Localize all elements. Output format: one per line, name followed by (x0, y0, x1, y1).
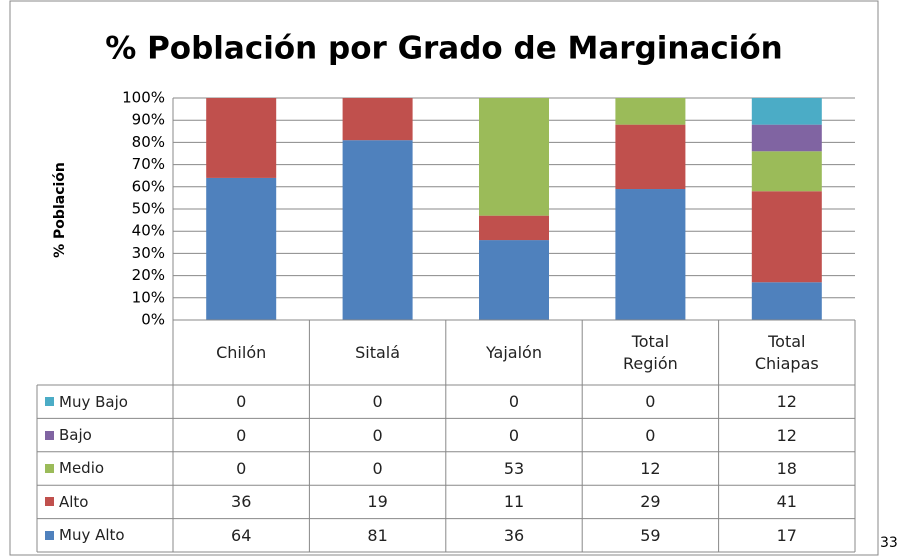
bar-segment (615, 98, 686, 125)
category-header: Total Región (582, 320, 718, 385)
legend-entry: Bajo (37, 418, 173, 451)
x-tick-label: Yajalón (485, 342, 542, 362)
table-value: 36 (231, 492, 252, 512)
table-value: 81 (367, 525, 388, 545)
bar-segment (342, 140, 413, 320)
y-tick-label: 10% (132, 288, 165, 306)
legend-label: Medio (59, 459, 105, 478)
bar-segment (479, 240, 549, 320)
legend-entry: Muy Alto (37, 519, 173, 552)
table-value: 11 (503, 492, 525, 512)
legend-label: Alto (59, 492, 89, 511)
x-tick-label: Total Región (622, 331, 678, 373)
page-number: 33 (880, 535, 898, 551)
table-value: 0 (236, 392, 247, 412)
y-tick-label: 20% (132, 266, 165, 284)
legend-label: Muy Alto (59, 526, 125, 545)
legend-swatch (45, 430, 54, 440)
table-value: 19 (367, 492, 388, 512)
bar-segment (751, 98, 822, 125)
table-value: 12 (776, 425, 797, 445)
legend-swatch (45, 530, 54, 540)
legend-entry: Muy Bajo (37, 385, 173, 418)
y-tick-label: 60% (132, 177, 165, 195)
bar-segment (615, 189, 686, 320)
table-value: 59 (640, 525, 661, 545)
x-tick-label: Total Chiapas (754, 331, 819, 373)
category-header: Sitalá (309, 320, 445, 385)
bar-segment (479, 215, 549, 241)
y-tick-label: 100% (122, 89, 165, 107)
y-tick-label: 30% (132, 244, 165, 262)
category-header: Yajalón (446, 320, 582, 385)
table-value: 0 (645, 392, 656, 412)
legend-swatch (45, 397, 54, 407)
legend-entry: Medio (37, 452, 173, 485)
legend-swatch (45, 497, 54, 507)
legend-label: Muy Bajo (59, 392, 128, 411)
x-tick-label: Chilón (216, 342, 267, 362)
table-value: 0 (508, 425, 520, 445)
table-value: 36 (503, 525, 525, 545)
legend-swatch (45, 463, 54, 473)
table-value: 12 (640, 458, 661, 478)
y-tick-label: 90% (132, 111, 165, 129)
bar-segment (751, 151, 822, 192)
table-value: 53 (503, 458, 525, 478)
table-value: 41 (776, 492, 797, 512)
table-value: 0 (372, 392, 383, 412)
bar-segment (206, 177, 277, 320)
y-tick-label: 50% (132, 200, 165, 218)
x-tick-label: Sitalá (355, 342, 401, 362)
legend-label: Bajo (59, 426, 92, 445)
table-value: 12 (776, 392, 797, 412)
chart-border (9, 0, 879, 556)
table-value: 0 (372, 458, 383, 478)
table-value: 29 (640, 492, 661, 512)
table-value: 0 (645, 425, 656, 445)
table-value: 0 (372, 425, 383, 445)
y-tick-label: 70% (132, 155, 165, 173)
chart-title: % Población por Grado de Marginación (105, 31, 783, 67)
table-value: 17 (776, 525, 797, 545)
bar-segment (751, 282, 822, 320)
bar-segment (479, 98, 549, 216)
bar-segment (615, 124, 686, 190)
table-value: 18 (776, 458, 797, 478)
bar-segment (206, 98, 277, 178)
bar-segment (342, 98, 413, 141)
bar-segment (751, 124, 822, 152)
y-axis-label: % Población (52, 162, 68, 258)
table-value: 0 (508, 392, 520, 412)
y-tick-label: 0% (141, 311, 165, 329)
category-header: Total Chiapas (719, 320, 855, 385)
y-tick-label: 80% (132, 133, 165, 151)
bar-segment (751, 191, 822, 283)
category-header: Chilón (173, 320, 309, 385)
y-tick-label: 40% (132, 222, 165, 240)
table-value: 0 (236, 458, 247, 478)
table-value: 0 (236, 425, 247, 445)
table-value: 64 (231, 525, 252, 545)
legend-entry: Alto (37, 485, 173, 518)
